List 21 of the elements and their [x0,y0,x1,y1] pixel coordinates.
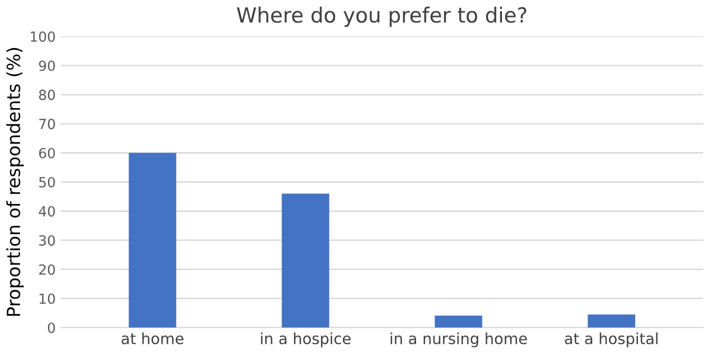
x-tick-label: at home [122,332,184,344]
y-tick-label: 90 [39,60,55,71]
x-tick-label: at a hospital [564,332,658,348]
x-tick-label: in a nursing home [390,332,527,348]
y-tick-label: 60 [39,148,55,158]
bar [282,194,330,328]
y-tick-label: 40 [38,206,55,217]
y-tick-label: 100 [30,31,55,42]
y-tick-label: 30 [39,235,55,246]
y-tick-label: 70 [39,118,55,130]
y-tick-label: 50 [39,176,55,188]
y-tick-label: 10 [40,293,55,304]
bar [434,316,482,328]
y-tick-label: 0 [48,322,55,334]
bar [128,152,176,328]
y-tick-label: 80 [39,90,55,100]
x-tick-label: in a hospice [261,332,351,348]
chart-title: Where do you prefer to die? [236,6,526,27]
bar [588,314,636,328]
y-tick-label: 20 [39,264,55,275]
y-axis-title: Proportion of respondents (%) [6,48,24,316]
